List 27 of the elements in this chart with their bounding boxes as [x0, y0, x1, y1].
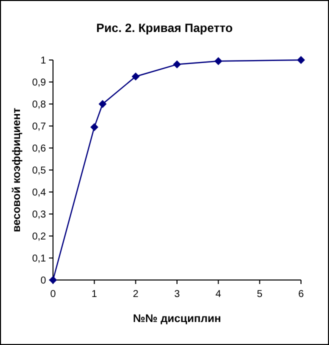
x-tick-label: 2 — [132, 289, 139, 300]
point — [98, 100, 107, 108]
point — [90, 123, 98, 132]
point — [214, 57, 222, 66]
x-tick-label: 5 — [256, 289, 263, 300]
x-axis-title: №№ дисциплин — [132, 313, 222, 325]
point — [173, 60, 181, 68]
y-tick-label: 0 — [40, 276, 46, 286]
point — [132, 72, 140, 80]
y-tick-label: 0,7 — [32, 122, 46, 132]
x-tick-label: 4 — [216, 289, 222, 300]
point — [297, 56, 305, 64]
y-tick-label: 0,5 — [32, 166, 46, 176]
y-tick-label: 0,2 — [32, 232, 46, 242]
y-tick-label: 1 — [40, 56, 46, 66]
chart-title: Рис. 2. Кривая Паретто — [96, 21, 233, 35]
y-tick-label: 0,8 — [32, 100, 46, 110]
y-tick-label: 0,4 — [32, 188, 46, 198]
y-tick-label: 0,6 — [32, 144, 46, 154]
x-tick-label: 1 — [92, 289, 98, 300]
y-tick-label: 0,3 — [32, 210, 46, 220]
y-axis-title: весовой коэффициент — [11, 107, 23, 232]
x-tick-label: 6 — [298, 289, 304, 300]
y-tick-label: 0,9 — [32, 78, 46, 88]
y-tick-label: 0,1 — [32, 254, 46, 264]
x-tick-label: 3 — [174, 289, 180, 300]
x-tick-label: 0 — [50, 289, 56, 300]
